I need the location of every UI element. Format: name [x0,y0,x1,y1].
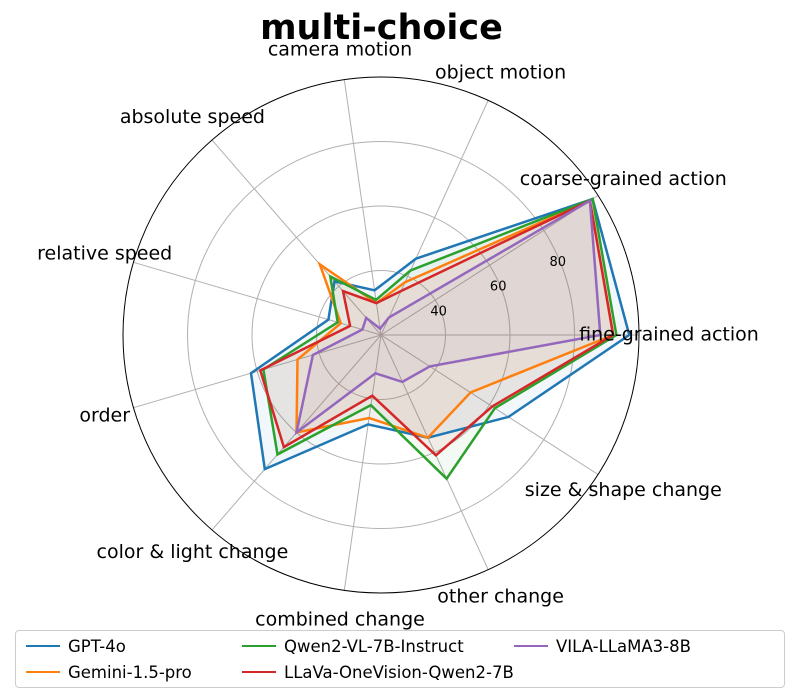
series-lines [249,197,631,481]
series-fill-llava-onevision-qwen2-7b [260,200,614,456]
series-line-qwen2-vl-7b-instruct [262,197,618,481]
legend-swatch [26,645,60,647]
legend-swatch [242,645,276,647]
radial-tick-labels: 40 60 80 [430,255,566,319]
series-line-vila-llama3-8b [294,198,602,436]
series-line-gpt-4o [249,197,631,471]
legend-label: Gemini-1.5-pro [68,663,192,682]
legend-item: Qwen2-VL-7B-Instruct [242,637,464,657]
series-fill-gemini-1-5-pro [296,200,614,438]
category-label: relative speed [37,242,172,264]
series-fill-gpt-4o [251,199,630,470]
category-label: size & shape change [525,479,722,501]
legend-item: GPT-4o [26,637,126,657]
legend-swatch [514,645,548,647]
series-line-llava-onevision-qwen2-7b [258,198,615,457]
category-labels: fine-grained action coarse-grained action… [37,38,759,630]
legend-item: LLaVa-OneVision-Qwen2-7B [242,663,514,683]
radial-tick-label: 80 [550,255,567,270]
category-label: absolute speed [120,106,265,128]
category-label: object motion [435,62,566,84]
legend-item: Gemini-1.5-pro [26,663,192,683]
legend-label: LLaVa-OneVision-Qwen2-7B [284,663,514,682]
category-label: order [79,405,130,427]
radar-grid-circle [187,141,575,529]
chart-title: multi-choice [260,8,503,48]
radial-tick-label: 40 [430,304,447,319]
legend: GPT-4o Gemini-1.5-pro Qwen2-VL-7B-Instruct… [15,630,785,688]
legend-item: VILA-LLaMA3-8B [514,637,691,657]
legend-label: Qwen2-VL-7B-Instruct [284,637,464,656]
radar-grid-circle [251,205,511,465]
legend-label: GPT-4o [68,637,126,656]
legend-label: VILA-LLaMA3-8B [556,637,691,656]
radar-grid [122,76,640,594]
category-label: fine-grained action [579,324,759,346]
category-label: combined change [255,609,425,631]
category-label: other change [437,586,564,608]
category-label: color & light change [97,541,289,563]
radar-frame [122,76,640,594]
radial-tick-label: 60 [490,280,507,295]
category-label: camera motion [268,38,412,60]
category-label: coarse-grained action [520,168,727,190]
legend-swatch [242,671,276,673]
legend-swatch [26,671,60,673]
